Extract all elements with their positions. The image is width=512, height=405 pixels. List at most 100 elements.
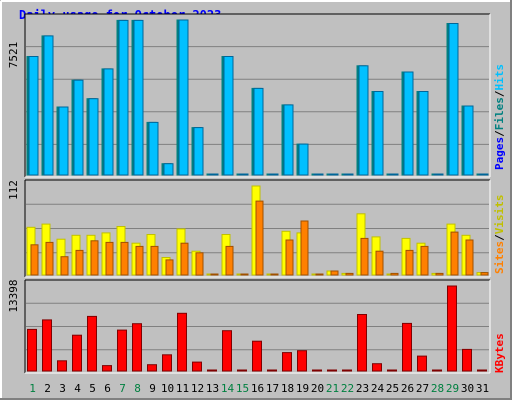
hits-bar (103, 68, 114, 176)
hits-bar (313, 173, 324, 176)
sites-bar (360, 237, 369, 276)
visits-panel-max-label: 112 (7, 180, 20, 200)
day-label: 28 (431, 382, 444, 395)
hits-bar (58, 106, 69, 176)
day-label: 7 (119, 382, 126, 395)
day-label: 11 (176, 382, 189, 395)
hits-bar (328, 173, 339, 176)
hits-bar (28, 56, 39, 176)
kbytes-bar (237, 369, 247, 372)
day-label: 6 (104, 382, 111, 395)
sites-bar (375, 250, 384, 276)
sites-bar (435, 272, 444, 276)
hits-bar (388, 173, 399, 176)
day-label: 14 (221, 382, 235, 395)
hits-bar (343, 173, 354, 176)
kbytes-bar (312, 369, 322, 372)
hits-bar (148, 121, 159, 176)
day-label: 20 (311, 382, 324, 395)
hits-bar (463, 105, 474, 176)
kbytes-bar (42, 319, 52, 372)
sites-bar (300, 220, 309, 276)
sites-bar (450, 231, 459, 276)
sites-bar (345, 272, 354, 276)
hits-bar (448, 23, 459, 176)
hits-bar (253, 87, 264, 176)
hits-bar (298, 143, 309, 176)
kbytes-bar (177, 312, 187, 372)
day-label: 30 (461, 382, 474, 395)
hits-bar (43, 35, 54, 176)
hits-bar (478, 173, 489, 176)
sites-bar (270, 273, 279, 276)
kbytes-bar (27, 328, 37, 372)
sites-bar (240, 273, 249, 276)
kbytes-bar (357, 314, 367, 372)
legend-kbytes: KBytes (493, 333, 506, 373)
day-labels: 1 2 3 4 5 6 7 8 9 10 11 12 13 14 15 16 17 18 19 20 21 22 23 24 2… (29, 382, 489, 395)
sites-bar (465, 239, 474, 276)
hits-bar (88, 98, 99, 176)
hits-legend: Pages/Files/Hits (493, 64, 506, 170)
legend-sites: Sites (493, 241, 506, 274)
kbytes-bar (372, 363, 382, 372)
day-label: 21 (326, 382, 339, 395)
kbytes-bar (162, 354, 172, 372)
legend-separator: / (493, 90, 506, 97)
sites-bar (105, 241, 114, 276)
legend-hits: Hits (493, 64, 506, 91)
sites-bar (165, 259, 174, 276)
day-label: 10 (161, 382, 174, 395)
kbytes-bar (417, 355, 427, 372)
sites-bar (390, 272, 399, 276)
day-label: 12 (191, 382, 204, 395)
day-label: 25 (386, 382, 399, 395)
sites-bar (210, 273, 219, 276)
day-label: 1 (29, 382, 36, 395)
hits-bar (238, 173, 249, 176)
sites-bar (75, 249, 84, 276)
day-label: 17 (266, 382, 279, 395)
kbytes-bar (132, 323, 142, 372)
legend-separator: / (493, 234, 506, 241)
day-label: 27 (416, 382, 429, 395)
hits-bar (283, 104, 294, 176)
day-label: 2 (44, 382, 51, 395)
day-label: 9 (149, 382, 156, 395)
sites-bar (45, 241, 54, 276)
hits-bar (358, 65, 369, 176)
legend-visits: Visits (493, 195, 506, 235)
legend-separator: / (493, 130, 506, 137)
day-label: 26 (401, 382, 414, 395)
sites-bar (315, 273, 324, 276)
kbytes-bar (297, 350, 307, 372)
day-label: 23 (356, 382, 369, 395)
day-label: 18 (281, 382, 294, 395)
hits-bar (268, 173, 279, 176)
kbytes-bar (222, 330, 232, 372)
sites-bar (285, 239, 294, 276)
kbytes-bar (447, 285, 457, 372)
hits-bar (118, 19, 129, 176)
kbytes-legend: KBytes (493, 333, 506, 373)
kbytes-bar (117, 329, 127, 372)
day-label: 16 (251, 382, 264, 395)
sites-bar (30, 244, 39, 276)
hits-bar (73, 79, 84, 176)
sites-bar (150, 245, 159, 276)
kbytes-bar (72, 334, 82, 372)
sites-bar (255, 200, 264, 276)
kbytes-bar (207, 369, 217, 372)
kbytes-bar (462, 348, 472, 372)
sites-bar (420, 245, 429, 276)
hits-bar (418, 91, 429, 176)
kbytes-bar (327, 369, 337, 372)
sites-bar (405, 249, 414, 276)
hits-bar (208, 173, 219, 176)
visits-legend: Sites/Visits (493, 195, 506, 275)
hits-panel-max-label: 7521 (7, 42, 20, 69)
hits-bar (178, 19, 189, 176)
day-label: 15 (236, 382, 249, 395)
kbytes-bar (102, 365, 112, 372)
